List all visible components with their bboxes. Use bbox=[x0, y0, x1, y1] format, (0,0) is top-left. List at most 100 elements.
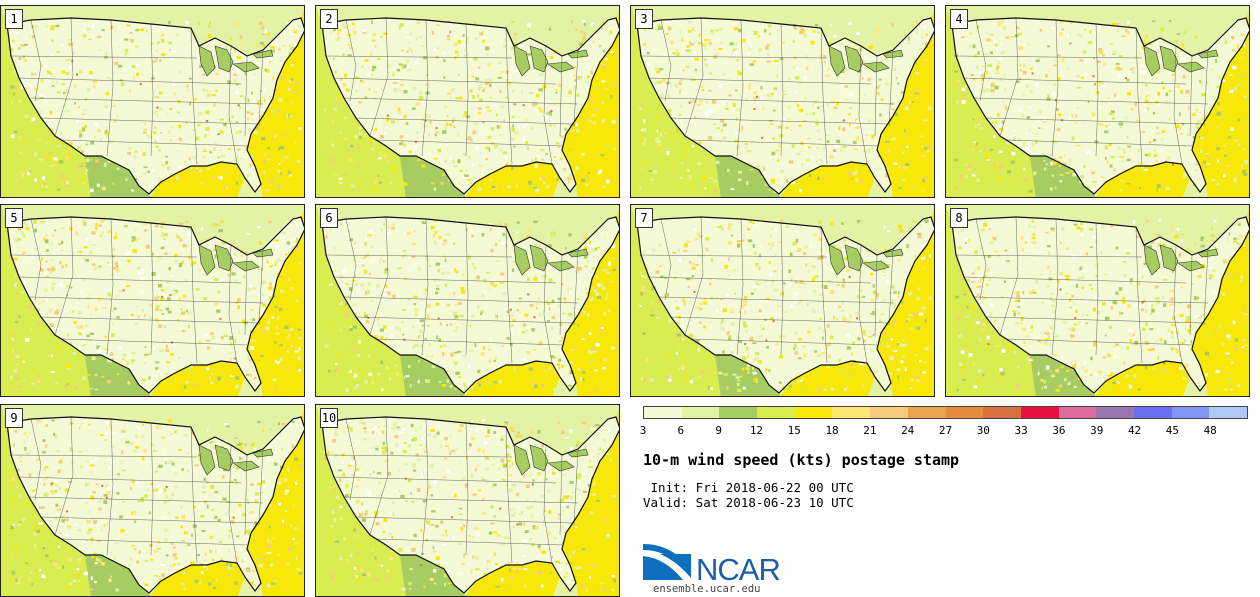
wind-speckle bbox=[175, 569, 180, 572]
wind-speckle bbox=[240, 255, 245, 257]
wind-speckle bbox=[981, 167, 985, 170]
wind-speckle bbox=[436, 335, 438, 340]
wind-speckle bbox=[1078, 320, 1081, 324]
wind-speckle bbox=[665, 85, 670, 90]
wind-speckle bbox=[1098, 370, 1102, 374]
wind-speckle bbox=[1187, 329, 1191, 333]
wind-speckle bbox=[880, 98, 884, 101]
wind-speckle bbox=[329, 31, 332, 34]
wind-speckle bbox=[600, 153, 605, 157]
wind-speckle bbox=[160, 132, 162, 134]
wind-speckle bbox=[876, 92, 880, 96]
wind-speckle bbox=[139, 499, 144, 503]
wind-speckle bbox=[584, 265, 588, 268]
wind-speckle bbox=[900, 360, 904, 364]
wind-speckle bbox=[1109, 164, 1113, 168]
wind-speckle bbox=[1083, 121, 1085, 124]
wind-speckle bbox=[955, 187, 959, 190]
wind-speckle bbox=[113, 72, 115, 75]
wind-speckle bbox=[395, 173, 399, 177]
wind-speckle bbox=[203, 423, 208, 425]
wind-speckle bbox=[910, 74, 914, 76]
wind-speckle bbox=[723, 372, 728, 376]
wind-speckle bbox=[359, 357, 363, 360]
wind-speckle bbox=[241, 319, 245, 324]
wind-speckle bbox=[67, 333, 69, 337]
wind-speckle bbox=[195, 136, 200, 141]
wind-speckle bbox=[1023, 142, 1025, 146]
wind-speckle bbox=[139, 28, 144, 31]
wind-speckle bbox=[901, 300, 903, 305]
wind-speckle bbox=[110, 150, 113, 153]
wind-speckle bbox=[267, 538, 269, 543]
wind-speckle bbox=[612, 83, 616, 86]
wind-speckle bbox=[684, 49, 689, 52]
wind-speckle bbox=[109, 73, 112, 76]
wind-speckle bbox=[1032, 289, 1036, 293]
wind-speckle bbox=[747, 362, 751, 367]
wind-speckle bbox=[472, 130, 477, 134]
wind-speckle bbox=[758, 48, 762, 52]
wind-speckle bbox=[1196, 126, 1200, 129]
wind-speckle bbox=[1043, 357, 1047, 362]
wind-speckle bbox=[957, 335, 961, 339]
wind-speckle bbox=[679, 176, 683, 179]
wind-speckle bbox=[710, 258, 714, 263]
wind-speckle bbox=[78, 332, 83, 336]
wind-speckle bbox=[542, 176, 545, 180]
wind-speckle bbox=[413, 230, 416, 233]
wind-speckle bbox=[971, 272, 975, 275]
wind-speckle bbox=[337, 354, 341, 357]
wind-speckle bbox=[893, 67, 897, 71]
wind-speckle bbox=[594, 108, 599, 111]
wind-speckle bbox=[923, 119, 928, 122]
wind-speckle bbox=[277, 169, 281, 173]
wind-speckle bbox=[403, 249, 406, 252]
wind-speckle bbox=[133, 588, 137, 591]
wind-speckle bbox=[428, 152, 431, 156]
wind-speckle bbox=[16, 376, 20, 380]
wind-speckle bbox=[792, 65, 796, 70]
wind-speckle bbox=[657, 143, 662, 147]
wind-speckle bbox=[91, 555, 95, 559]
wind-speckle bbox=[864, 93, 866, 96]
wind-speckle bbox=[412, 345, 415, 349]
wind-speckle bbox=[75, 119, 80, 123]
wind-speckle bbox=[184, 160, 187, 164]
wind-speckle bbox=[698, 42, 702, 45]
wind-speckle bbox=[478, 98, 483, 102]
wind-speckle bbox=[278, 48, 281, 51]
wind-speckle bbox=[342, 22, 345, 25]
wind-speckle bbox=[986, 335, 990, 340]
wind-speckle bbox=[701, 89, 705, 92]
wind-speckle bbox=[719, 84, 722, 88]
wind-speckle bbox=[800, 26, 803, 29]
wind-speckle bbox=[151, 77, 155, 80]
wind-speckle bbox=[745, 329, 748, 333]
wind-speckle bbox=[1204, 373, 1208, 377]
wind-speckle bbox=[66, 383, 69, 386]
wind-speckle bbox=[976, 286, 980, 288]
wind-speckle bbox=[591, 266, 594, 270]
wind-speckle bbox=[872, 284, 875, 288]
wind-speckle bbox=[1100, 260, 1103, 262]
wind-speckle bbox=[964, 85, 969, 88]
wind-speckle bbox=[152, 60, 157, 63]
wind-speckle bbox=[758, 309, 763, 313]
wind-speckle bbox=[920, 182, 923, 185]
wind-speckle bbox=[51, 39, 54, 42]
wind-speckle bbox=[389, 377, 392, 381]
wind-speckle bbox=[1117, 254, 1120, 257]
wind-speckle bbox=[667, 109, 672, 113]
wind-speckle bbox=[85, 171, 88, 176]
wind-speckle bbox=[271, 378, 274, 382]
wind-speckle bbox=[818, 237, 822, 241]
wind-speckle bbox=[203, 477, 207, 481]
wind-speckle bbox=[903, 133, 907, 138]
wind-speckle bbox=[1100, 81, 1105, 85]
wind-speckle bbox=[505, 235, 509, 240]
wind-speckle bbox=[1234, 338, 1239, 342]
wind-speckle bbox=[1031, 219, 1035, 224]
wind-speckle bbox=[450, 96, 452, 99]
wind-speckle bbox=[1132, 220, 1136, 225]
